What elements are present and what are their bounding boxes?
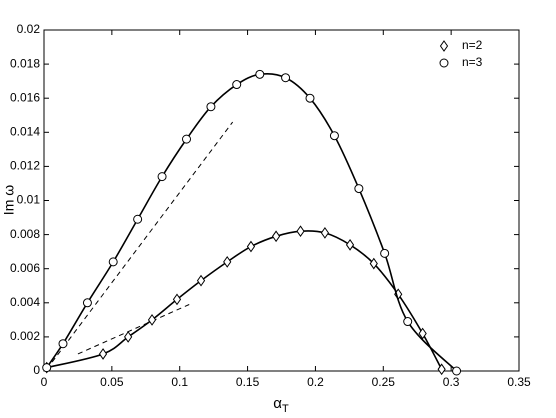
x-tick-label: 0.1 — [171, 375, 188, 389]
circle-marker — [232, 80, 242, 90]
circle-marker — [206, 102, 216, 112]
circle-marker — [108, 257, 118, 267]
x-tick-label: 0.35 — [507, 375, 531, 389]
y-tick-label: 0.002 — [10, 329, 40, 343]
y-tick-label: 0.01 — [17, 193, 41, 207]
y-tick-label: 0.006 — [10, 261, 40, 275]
circle-marker — [58, 339, 68, 349]
diamond-marker — [246, 240, 256, 253]
legend-label: n=2 — [462, 38, 483, 52]
diamond-marker — [172, 293, 182, 306]
circle-marker — [439, 58, 449, 68]
x-tick-label: 0.15 — [236, 375, 260, 389]
circle-marker — [157, 172, 167, 182]
y-tick-label: 0.016 — [10, 90, 40, 104]
diamond-marker — [223, 256, 232, 268]
diamond-marker — [437, 363, 446, 376]
circle-marker — [354, 184, 364, 194]
x-tick-label: 0 — [41, 375, 48, 389]
x-label-sub: T — [282, 403, 289, 415]
circle-marker — [82, 298, 92, 308]
legend-label: n=3 — [462, 55, 483, 69]
diamond-marker — [439, 40, 449, 52]
y-tick-label: 0.018 — [10, 56, 40, 70]
diamond-marker — [296, 225, 305, 238]
y-tick-label: 0.02 — [17, 22, 41, 36]
diamond-marker — [98, 348, 108, 360]
diamond-marker — [369, 257, 378, 270]
y-tick-label: 0.008 — [10, 227, 40, 241]
dashed-asymptote — [46, 121, 234, 370]
circle-marker — [380, 248, 390, 258]
x-tick-label: 0.05 — [100, 375, 124, 389]
y-tick-label: 0 — [33, 363, 40, 377]
x-tick-label: 0.2 — [307, 375, 324, 389]
circle-marker — [452, 366, 462, 376]
diamond-marker — [124, 331, 133, 343]
circle-marker — [42, 363, 52, 373]
y-tick-label: 0.004 — [10, 295, 40, 309]
circle-marker — [403, 317, 413, 327]
diamond-marker — [418, 327, 427, 340]
diamond-marker — [271, 230, 281, 243]
diamond-marker — [345, 238, 355, 251]
y-tick-label: 0.012 — [10, 159, 40, 173]
circle-marker — [182, 134, 191, 144]
circle-marker — [329, 131, 339, 141]
circle-marker — [255, 69, 265, 79]
y-axis-label: Im ω — [1, 185, 17, 215]
diamond-marker — [320, 227, 330, 239]
series-line — [46, 73, 458, 372]
circle-marker — [305, 93, 315, 103]
x-label-main: α — [273, 395, 282, 412]
series-line — [46, 230, 443, 370]
x-tick-label: 0.3 — [443, 375, 460, 389]
circle-marker — [133, 214, 143, 224]
y-tick-label: 0.014 — [10, 124, 40, 138]
diamond-marker — [196, 274, 206, 287]
plot-frame — [43, 29, 520, 372]
dashed-asymptote — [77, 304, 190, 355]
x-axis-label: αT — [273, 395, 289, 415]
diamond-marker — [147, 313, 157, 326]
circle-marker — [281, 73, 291, 83]
x-tick-label: 0.25 — [372, 375, 396, 389]
